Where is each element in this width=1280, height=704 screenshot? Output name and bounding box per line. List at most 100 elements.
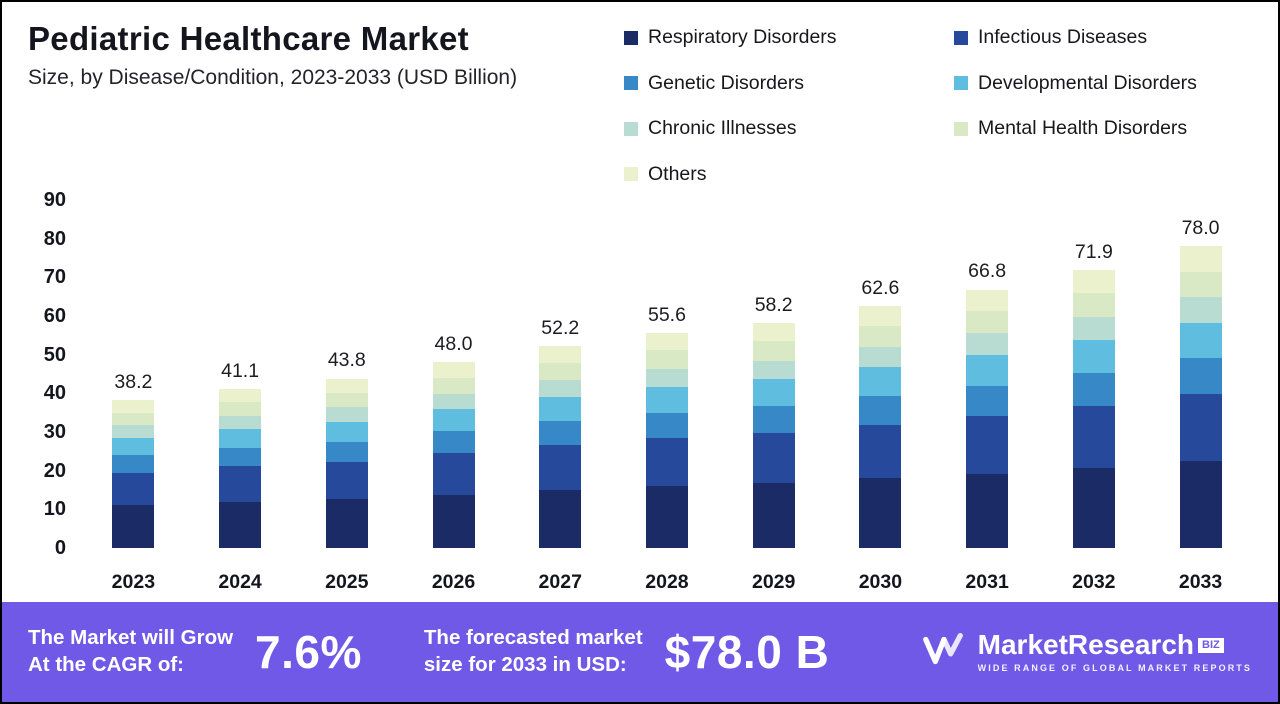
bar-segment-genetic-disorders <box>966 385 1009 417</box>
legend-item-others: Others <box>624 164 954 185</box>
bar-segment-others <box>859 306 902 327</box>
bar-segment-infectious-diseases <box>752 432 795 484</box>
stacked-bar <box>645 333 688 548</box>
bar-segment-mental-health-disorders <box>539 362 582 381</box>
legend-swatch <box>624 121 638 136</box>
bar-segment-developmental-disorders <box>112 437 155 456</box>
plot-area: 38.2 2023 41.1 2024 43.8 2025 48.0 2026 52.2 2027… <box>80 200 1254 593</box>
legend-swatch <box>954 76 968 91</box>
bar-segment-chronic-illnesses <box>645 369 688 388</box>
legend-item-genetic-disorders: Genetic Disorders <box>624 71 954 94</box>
brand-logo-icon <box>920 627 966 678</box>
bar-segment-developmental-disorders <box>1179 322 1222 359</box>
y-axis-label: 0 <box>54 537 66 559</box>
bar-segment-developmental-disorders <box>219 429 262 448</box>
brand-suffix-badge: BIZ <box>1198 637 1224 653</box>
x-axis-label: 2032 <box>1072 571 1116 593</box>
bar-segment-mental-health-disorders <box>219 402 262 417</box>
bar-segment-respiratory-disorders <box>752 483 795 548</box>
bar-segment-mental-health-disorders <box>645 350 688 369</box>
y-axis: 0 10 20 30 40 50 60 70 80 90 <box>28 190 80 558</box>
bar-segment-genetic-disorders <box>112 455 155 473</box>
stacked-bar <box>859 306 902 548</box>
bar-segment-infectious-diseases <box>325 461 368 500</box>
bar-total-label: 55.6 <box>647 303 686 326</box>
x-axis-label: 2028 <box>645 571 689 593</box>
bar-segment-others <box>112 400 155 413</box>
y-axis-label: 30 <box>43 421 66 443</box>
legend-swatch <box>624 30 638 45</box>
bar-segment-others <box>325 378 368 393</box>
bar-segment-chronic-illnesses <box>1179 297 1222 323</box>
bar-segment-genetic-disorders <box>752 406 795 433</box>
x-axis-label: 2026 <box>431 571 476 593</box>
bar-segment-infectious-diseases <box>645 438 688 487</box>
bar-segment-developmental-disorders <box>1072 340 1115 374</box>
bar-segment-others <box>539 346 582 363</box>
bar-segment-genetic-disorders <box>1179 358 1222 394</box>
bar-segment-developmental-disorders <box>325 421 368 442</box>
stacked-bar <box>752 323 795 548</box>
y-axis-label: 20 <box>43 459 66 482</box>
bar-segment-infectious-diseases <box>539 445 582 490</box>
bar-segment-respiratory-disorders <box>859 478 902 548</box>
bar-segment-others <box>966 289 1009 312</box>
bar-group-2028: 55.6 2028 <box>645 200 688 593</box>
bar-group-2023: 38.2 2023 <box>112 200 155 593</box>
bar-segment-chronic-illnesses <box>966 333 1009 356</box>
bar-segment-respiratory-disorders <box>219 501 262 548</box>
bar-segment-infectious-diseases <box>859 424 902 479</box>
legend-item-chronic-illnesses: Chronic Illnesses <box>624 117 954 139</box>
brand-logo-text: MarketResearch BIZ WIDE RANGE OF GLOBAL … <box>977 631 1252 674</box>
x-axis-label: 2030 <box>858 571 903 593</box>
y-axis-label: 90 <box>43 189 66 211</box>
bar-total-label: 78.0 <box>1181 216 1220 239</box>
bar-total-label: 43.8 <box>327 349 366 372</box>
forecast-value: $78.0 B <box>664 626 830 678</box>
bar-group-2025: 43.8 2025 <box>325 200 368 593</box>
bar-total-label: 48.0 <box>434 332 473 355</box>
forecast-label-line1: The forecasted market <box>423 626 643 650</box>
x-axis-label: 2023 <box>111 571 156 593</box>
bar-group-2029: 58.2 2029 <box>752 200 795 593</box>
bar-group-2024: 41.1 2024 <box>218 200 262 593</box>
y-axis-label: 10 <box>43 498 66 521</box>
bar-segment-infectious-diseases <box>966 416 1009 474</box>
legend-item-infectious-diseases: Infectious Diseases <box>954 26 1254 48</box>
bar-segment-respiratory-disorders <box>432 494 475 548</box>
bar-segment-chronic-illnesses <box>752 360 795 380</box>
cagr-label-line2: At the CAGR of: <box>28 653 185 676</box>
stacked-bar <box>966 289 1009 548</box>
bar-segment-mental-health-disorders <box>1072 293 1115 318</box>
legend-item-mental-health-disorders: Mental Health Disorders <box>954 117 1254 139</box>
bar-segment-others <box>432 362 475 378</box>
bar-segment-genetic-disorders <box>219 447 262 467</box>
bar-group-2027: 52.2 2027 <box>539 200 582 593</box>
stacked-bar <box>1179 246 1222 548</box>
legend-label: Genetic Disorders <box>648 71 805 94</box>
bar-segment-respiratory-disorders <box>645 486 688 548</box>
x-axis-label: 2027 <box>538 571 582 593</box>
x-axis-label: 2024 <box>218 571 262 593</box>
brand-logo: MarketResearch BIZ WIDE RANGE OF GLOBAL … <box>920 627 1252 678</box>
legend-label: Chronic Illnesses <box>648 117 797 139</box>
bar-segment-infectious-diseases <box>432 453 475 495</box>
x-axis-label: 2031 <box>965 571 1009 593</box>
bar-group-2032: 71.9 2032 <box>1072 200 1115 593</box>
brand-tagline: WIDE RANGE OF GLOBAL MARKET REPORTS <box>977 663 1252 673</box>
bar-segment-developmental-disorders <box>752 379 795 407</box>
bar-segment-genetic-disorders <box>539 421 582 446</box>
bar-group-2031: 66.8 2031 <box>965 200 1009 593</box>
legend-item-developmental-disorders: Developmental Disorders <box>954 73 1254 94</box>
bar-segment-mental-health-disorders <box>966 311 1009 334</box>
stacked-bar <box>432 362 475 548</box>
legend-label: Mental Health Disorders <box>978 117 1188 139</box>
bar-segment-mental-health-disorders <box>752 341 795 361</box>
chart-section: Pediatric Healthcare Market Size, by Dis… <box>2 2 1278 602</box>
legend-label: Infectious Diseases <box>978 26 1148 48</box>
bar-segment-mental-health-disorders <box>112 412 155 426</box>
bar-segment-chronic-illnesses <box>325 407 368 422</box>
chart: 0 10 20 30 40 50 60 70 80 90 38.2 2023 41.1 2024 43.8… <box>28 190 1254 593</box>
bar-segment-others <box>1179 246 1222 272</box>
